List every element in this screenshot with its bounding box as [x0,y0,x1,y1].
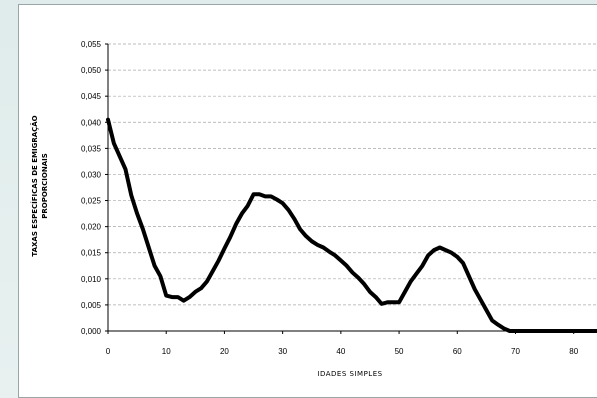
x-tick-label: 50 [395,347,404,356]
x-axis-title: IDADES SIMPLES [317,370,382,378]
y-tick-label: 0,030 [81,170,102,179]
x-tick-label: 10 [162,347,171,356]
y-tick-labels: 0,000 0,005 0,010 0,015 0,020 0,025 0,030 0,035… [81,40,108,336]
y-axis-title-line1: TAXAS ESPECÍFICAS DE EMIGRAÇÃO [30,115,39,256]
y-tick-label: 0,015 [81,249,102,258]
x-tick-label: 40 [336,347,345,356]
y-tick-label: 0,035 [81,144,102,153]
x-tick-label: 60 [453,347,462,356]
axes [107,44,597,332]
x-tick-label: 0 [106,347,111,356]
chart-frame [18,4,597,398]
series-line [106,117,597,333]
y-tick-label: 0,010 [81,275,102,284]
y-tick-label: 0,040 [81,118,102,127]
y-tick-label: 0,025 [81,197,102,206]
y-axis-title-line2: PROPORCIONAIS [41,153,49,219]
x-tick-label: 80 [569,347,578,356]
y-tick-label: 0,020 [81,223,102,232]
y-tick-label: 0,050 [81,66,102,75]
x-tick-label: 30 [278,347,287,356]
y-tick-label: 0,005 [81,301,102,310]
y-tick-label: 0,055 [81,40,102,49]
x-tick-labels: 0 10 20 30 40 50 60 70 80 [106,331,579,356]
y-tick-label: 0,000 [81,327,102,336]
x-tick-label: 70 [511,347,520,356]
y-tick-label: 0,045 [81,92,102,101]
x-tick-label: 20 [220,347,229,356]
gridlines [108,43,597,306]
